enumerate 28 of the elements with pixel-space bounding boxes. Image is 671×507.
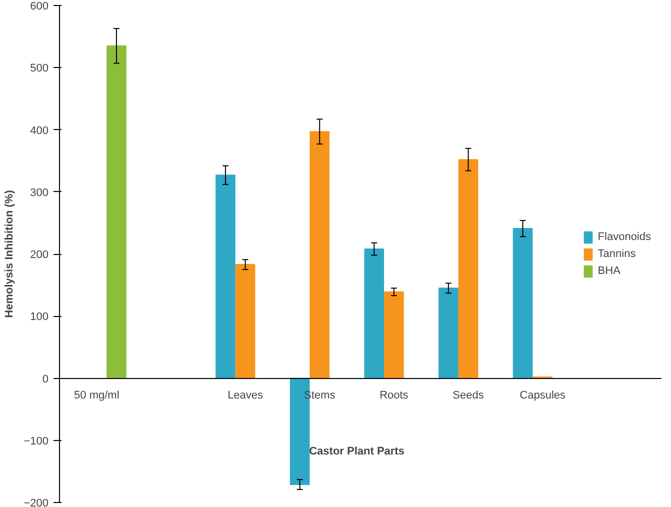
y-tick-label: 600 [30,0,49,12]
x-axis-title: Castor Plant Parts [309,446,404,458]
y-tick-label: 200 [30,249,49,261]
bar [216,174,236,379]
x-tick-label: Seeds [452,389,484,402]
y-tick-label: 0 [42,373,49,386]
bar [235,264,256,379]
bar [384,291,404,379]
legend-label: Tannins [598,248,636,260]
x-tick-label: Roots [380,389,409,402]
bar [364,248,384,379]
y-tick-label: 300 [30,186,49,199]
y-tick-label: −200 [24,498,49,507]
y-axis-title: Hemolysis Inhibition (%) [4,190,16,318]
legend-label: BHA [598,264,620,276]
y-tick-label: 100 [30,311,49,324]
legend-label: Flavonoids [598,230,651,242]
x-tick-label: Leaves [228,389,264,402]
y-tick-label: 400 [30,124,49,137]
y-tick-label: −100 [24,435,49,448]
y-tick-label: 500 [30,62,49,75]
bar [310,131,330,379]
bar [512,228,533,379]
x-tick-label: 50 mg/ml [74,389,120,402]
bar [458,159,478,379]
x-tick-label: Capsules [520,389,566,402]
bar [438,288,458,379]
bar [106,45,126,379]
